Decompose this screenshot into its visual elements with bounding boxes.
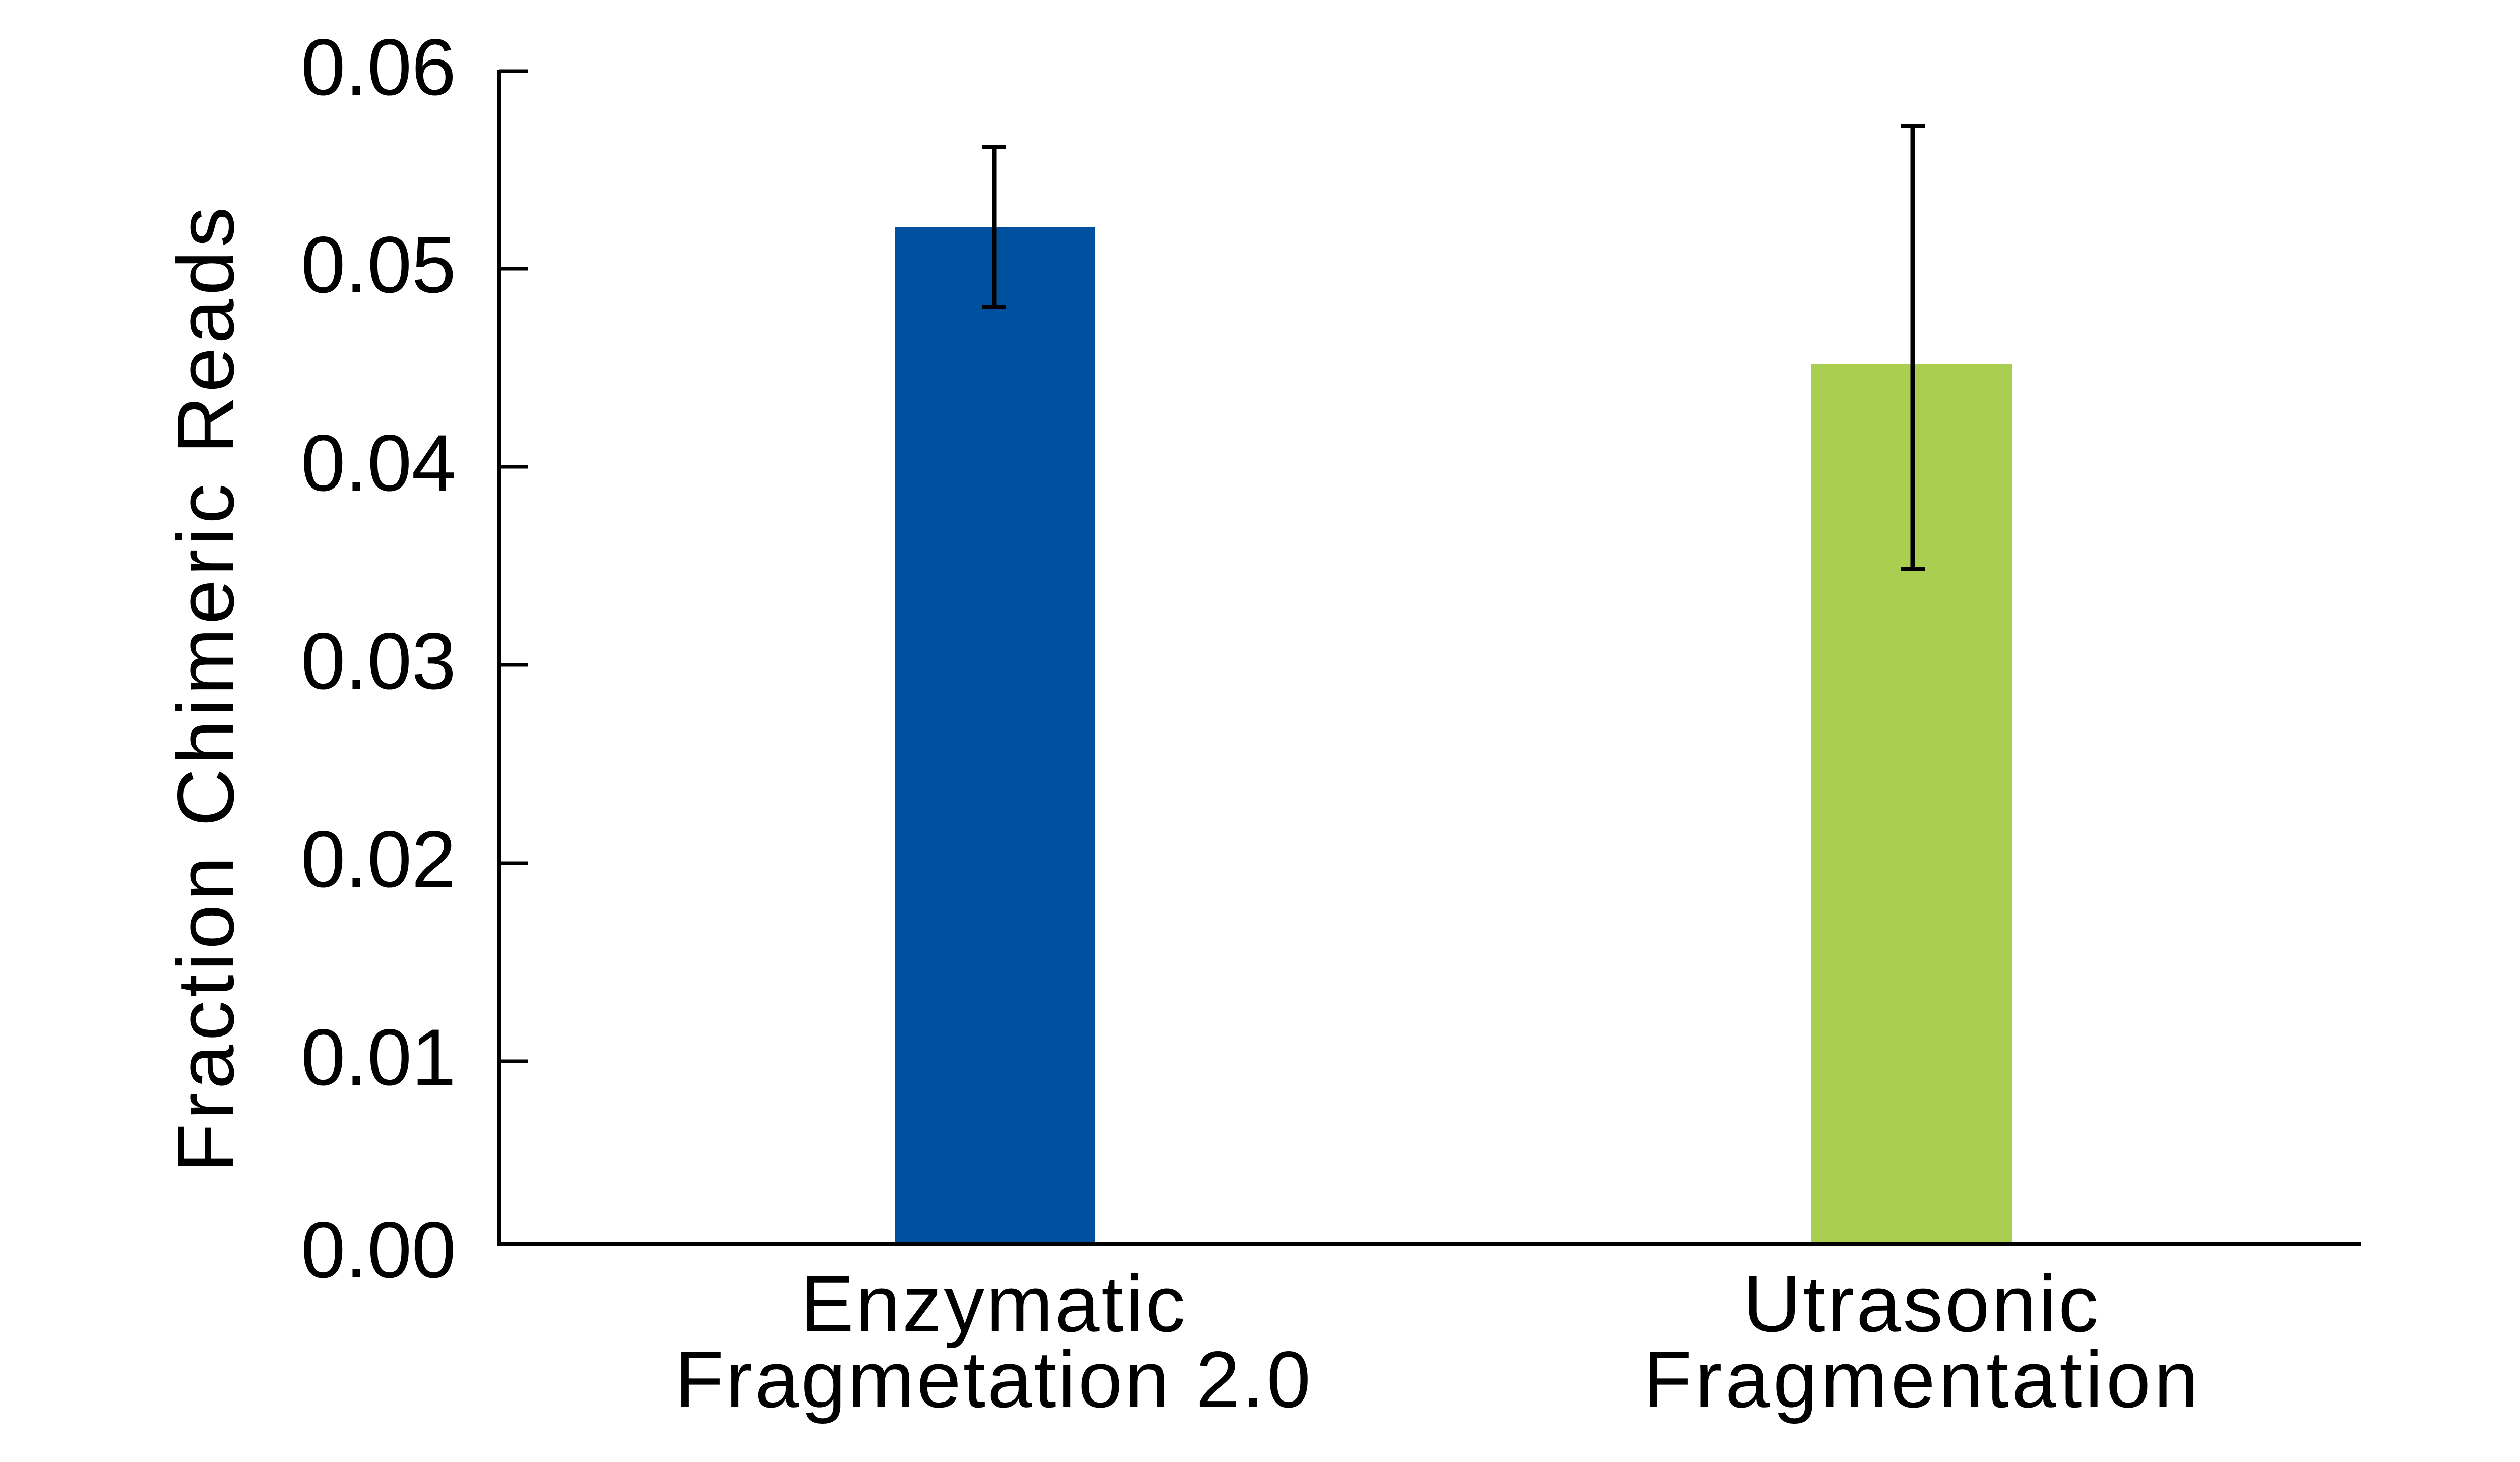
svg-text:0.00: 0.00	[301, 1205, 456, 1295]
svg-text:Enzymatic: Enzymatic	[800, 1259, 1185, 1349]
svg-text:0.01: 0.01	[301, 1012, 456, 1102]
svg-text:0.06: 0.06	[301, 22, 456, 112]
svg-text:0.04: 0.04	[301, 418, 456, 508]
svg-text:0.03: 0.03	[301, 616, 456, 706]
svg-text:Fraction Chimeric Reads: Fraction Chimeric Reads	[161, 207, 250, 1173]
svg-text:Fragmetation 2.0: Fragmetation 2.0	[675, 1334, 1311, 1424]
svg-text:0.05: 0.05	[301, 220, 456, 310]
svg-text:Fragmentation: Fragmentation	[1643, 1334, 2198, 1424]
svg-text:0.02: 0.02	[301, 814, 456, 904]
